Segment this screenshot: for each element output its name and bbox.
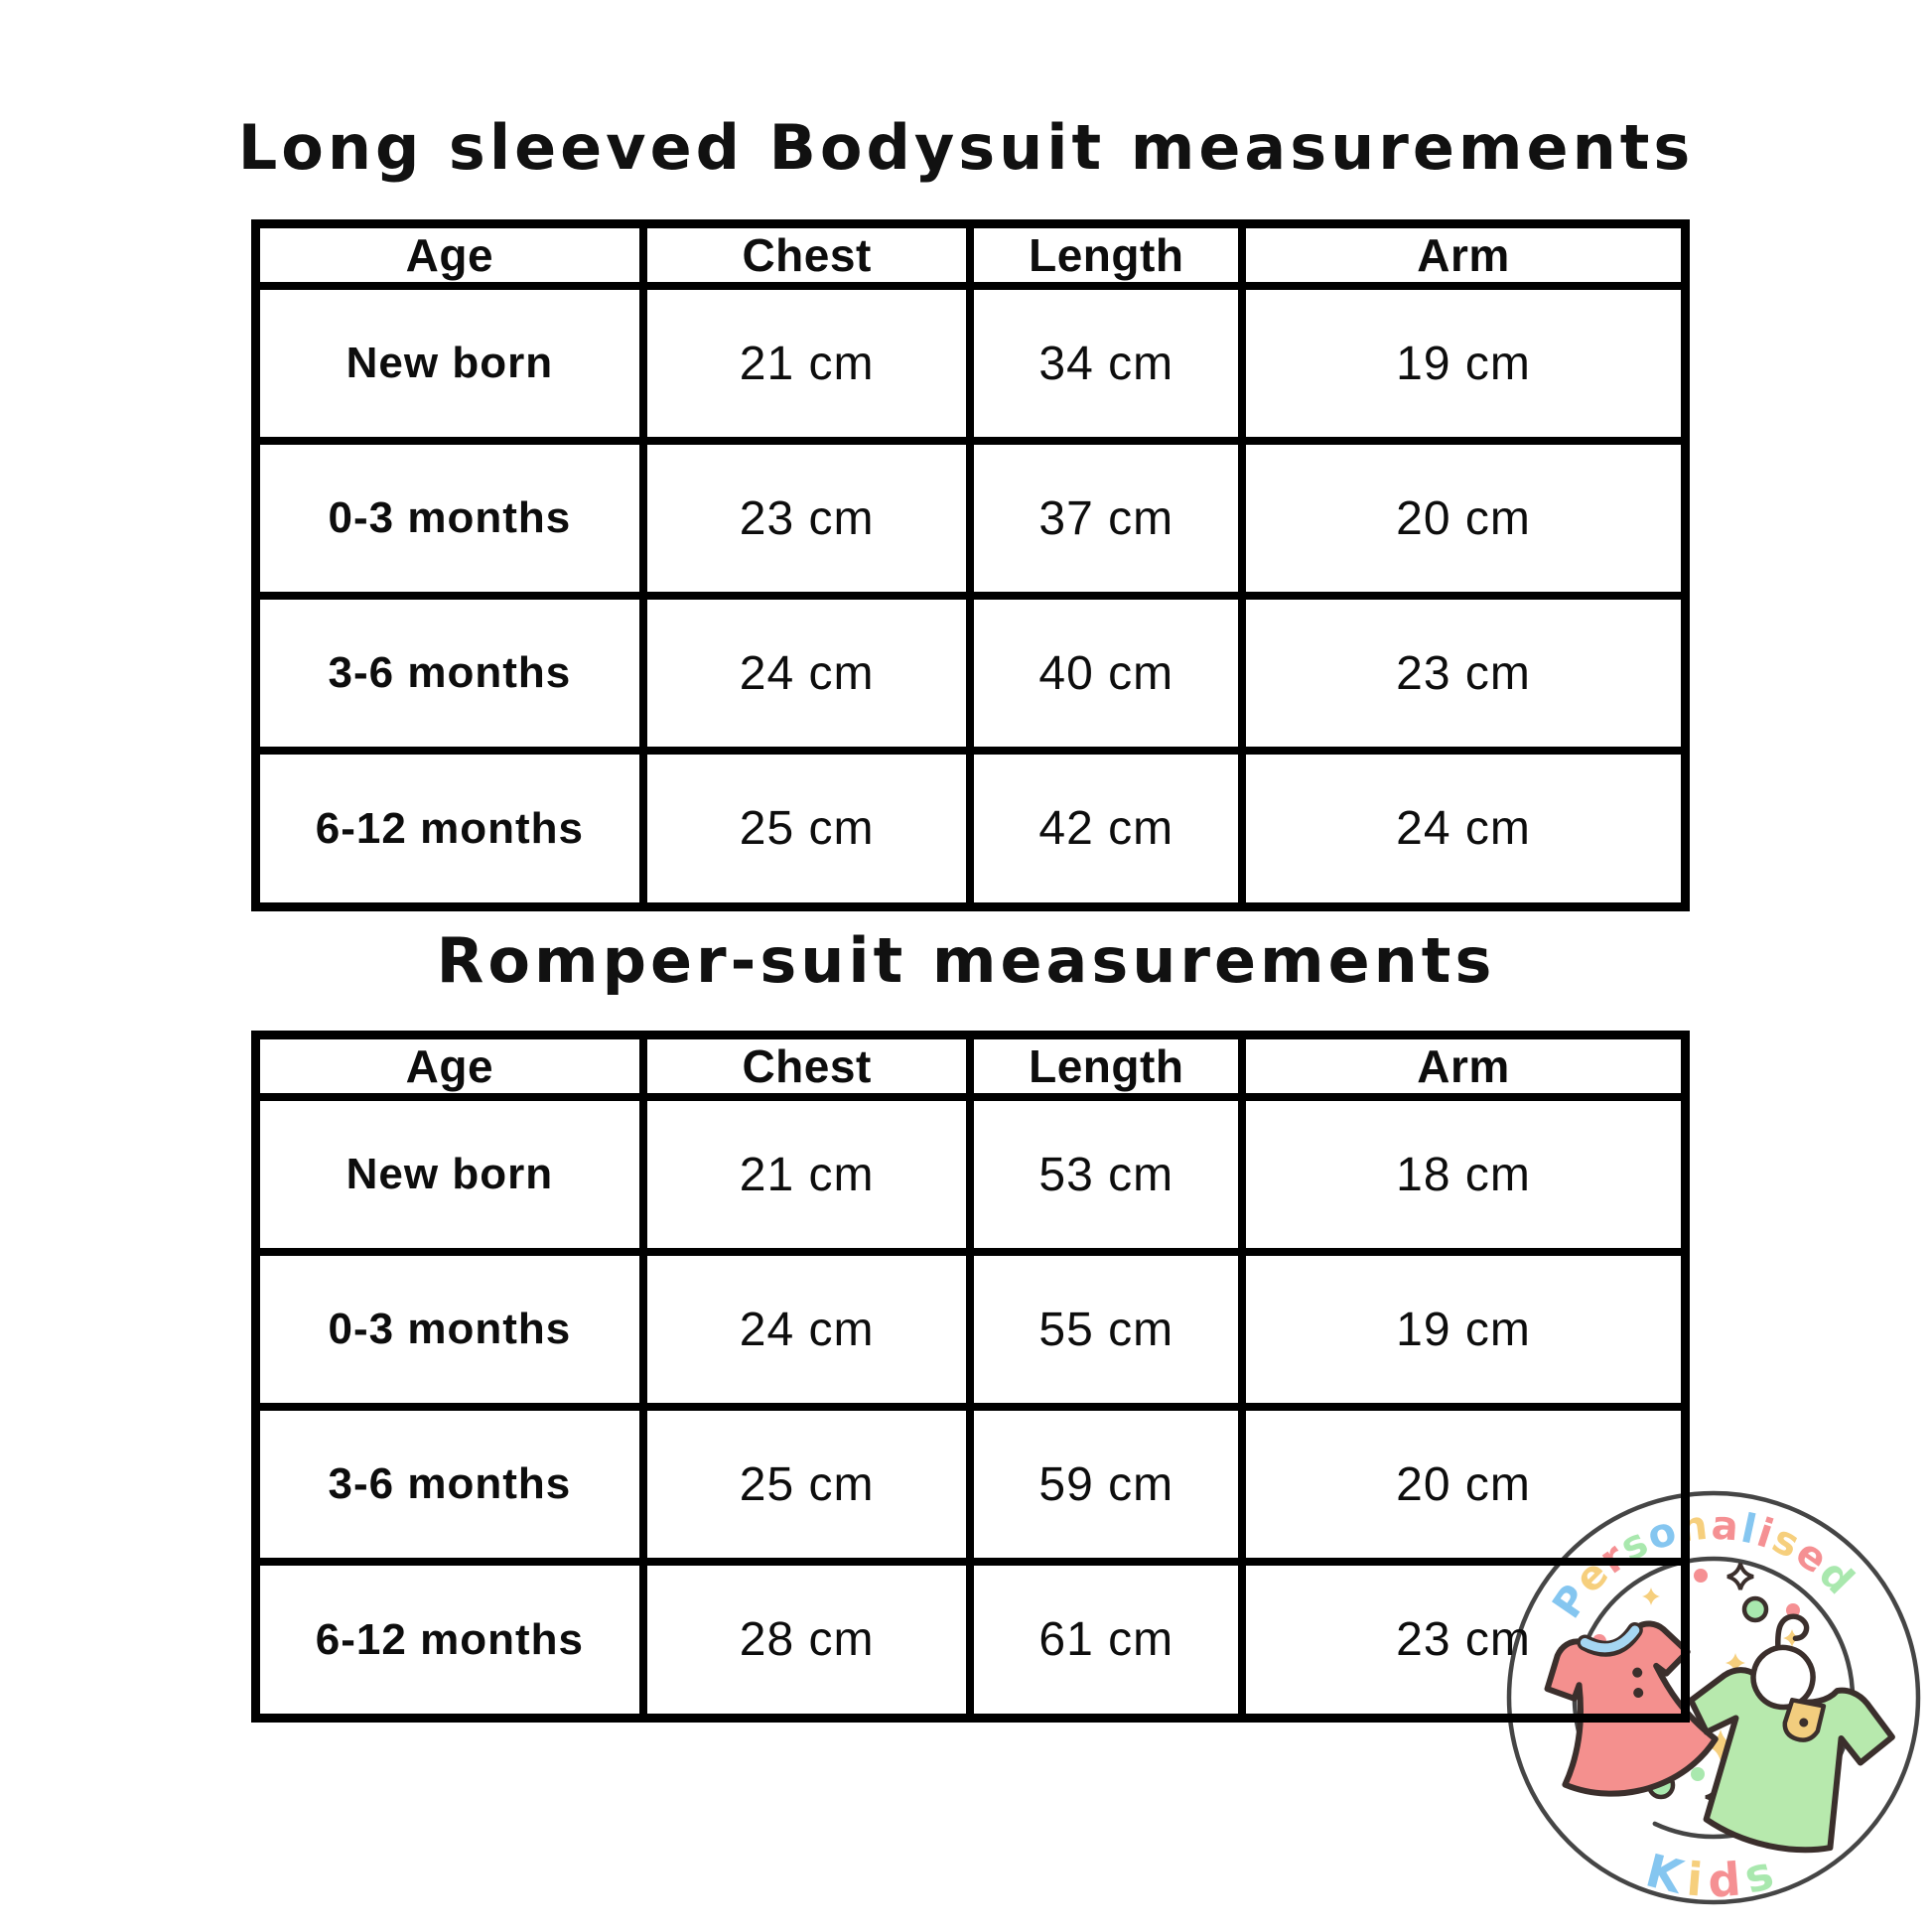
shirt-collar <box>1750 1644 1816 1711</box>
chest-cell: 23 cm <box>638 437 975 601</box>
bodysuit-size-table: Age Chest Length Arm New born 21 cm 34 c… <box>251 219 1690 911</box>
arm-cell: 19 cm <box>1238 281 1690 446</box>
length-cell: 53 cm <box>966 1092 1247 1257</box>
header-cell-chest: Chest <box>638 219 975 290</box>
chest-cell: 25 cm <box>638 747 975 911</box>
age-cell: 0-3 months <box>251 1248 647 1412</box>
header-cell-age: Age <box>251 1031 647 1101</box>
arm-cell: 23 cm <box>1238 592 1690 756</box>
chest-cell: 25 cm <box>638 1403 975 1567</box>
age-cell: New born <box>251 1092 647 1257</box>
arm-cell: 19 cm <box>1238 1248 1690 1412</box>
arm-cell: 18 cm <box>1238 1092 1690 1257</box>
table-row: New born 21 cm 34 cm 19 cm <box>251 281 1690 446</box>
table-row: 6-12 months 28 cm 61 cm 23 cm <box>251 1558 1690 1723</box>
romper-size-table: Age Chest Length Arm New born 21 cm 53 c… <box>251 1031 1690 1723</box>
length-cell: 40 cm <box>966 592 1247 756</box>
header-cell-arm: Arm <box>1238 219 1690 290</box>
chest-cell: 24 cm <box>638 1248 975 1412</box>
arm-cell: 24 cm <box>1238 747 1690 911</box>
header-cell-chest: Chest <box>638 1031 975 1101</box>
length-cell: 59 cm <box>966 1403 1247 1567</box>
length-cell: 34 cm <box>966 281 1247 446</box>
table-header-row: Age Chest Length Arm <box>251 219 1690 290</box>
table-header-row: Age Chest Length Arm <box>251 1031 1690 1101</box>
age-cell: 6-12 months <box>251 747 647 911</box>
age-cell: 0-3 months <box>251 437 647 601</box>
age-cell: New born <box>251 281 647 446</box>
header-cell-length: Length <box>966 1031 1247 1101</box>
table-row: New born 21 cm 53 cm 18 cm <box>251 1092 1690 1257</box>
length-cell: 55 cm <box>966 1248 1247 1412</box>
table-row: 0-3 months 23 cm 37 cm 20 cm <box>251 437 1690 601</box>
table-row: 3-6 months 25 cm 59 cm 20 cm <box>251 1403 1690 1567</box>
logo-brand-text-bottom: Kids <box>1641 1843 1787 1907</box>
chest-cell: 21 cm <box>638 1092 975 1257</box>
age-cell: 6-12 months <box>251 1558 647 1723</box>
chest-cell: 21 cm <box>638 281 975 446</box>
baby-shirt-icon <box>1688 1613 1895 1854</box>
age-cell: 3-6 months <box>251 592 647 756</box>
table-row: 3-6 months 24 cm 40 cm 23 cm <box>251 592 1690 756</box>
romper-chart-title: Romper-suit measurements <box>436 924 1496 997</box>
length-cell: 61 cm <box>966 1558 1247 1723</box>
header-cell-length: Length <box>966 219 1247 290</box>
length-cell: 37 cm <box>966 437 1247 601</box>
shirt-pocket <box>1782 1698 1827 1742</box>
table-row: 0-3 months 24 cm 55 cm 19 cm <box>251 1248 1690 1412</box>
chest-cell: 28 cm <box>638 1558 975 1723</box>
header-cell-age: Age <box>251 219 647 290</box>
age-cell: 3-6 months <box>251 1403 647 1567</box>
arm-cell: 20 cm <box>1238 1403 1690 1567</box>
length-cell: 42 cm <box>966 747 1247 911</box>
header-cell-arm: Arm <box>1238 1031 1690 1101</box>
arm-cell: 20 cm <box>1238 437 1690 601</box>
chest-cell: 24 cm <box>638 592 975 756</box>
bodysuit-chart-title: Long sleeved Bodysuit measurements <box>237 111 1695 184</box>
arm-cell: 23 cm <box>1238 1558 1690 1723</box>
table-row: 6-12 months 25 cm 42 cm 24 cm <box>251 747 1690 911</box>
